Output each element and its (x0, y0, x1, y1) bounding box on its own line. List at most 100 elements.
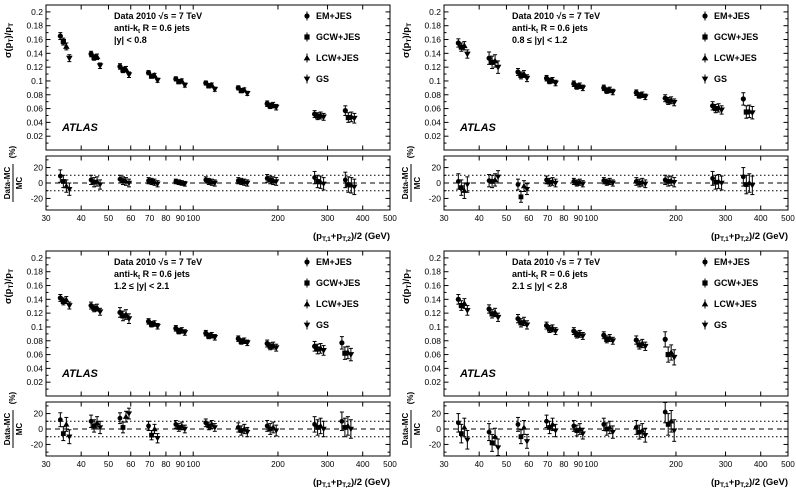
data-marker-square (206, 333, 212, 339)
x-tick-label: 60 (126, 460, 136, 469)
y-tick-label: 0.18 (26, 267, 43, 277)
data-marker-triangle-down (494, 64, 502, 71)
data-marker-circle (486, 429, 492, 435)
atlas-label: ATLAS (61, 368, 99, 380)
data-marker-triangle-down (243, 340, 251, 347)
y-tick-label: 0.04 (26, 363, 43, 373)
x-axis-title: (pT,1+pT,2)/2 (GeV) (313, 477, 390, 489)
x-tick-label: 70 (145, 460, 155, 469)
ratio-axis-title-denominator: MC (413, 423, 422, 436)
y-axis-title: σ(pT)/pT (3, 23, 15, 58)
y-tick-label: 0.08 (424, 90, 441, 100)
data-marker-triangle-up (63, 43, 70, 49)
data-marker-triangle-up (208, 81, 216, 88)
legend-item-EM+JES: EM+JES (304, 257, 352, 267)
legend-label: GS (714, 74, 727, 84)
data-marker-square (713, 179, 719, 185)
atlas-label: ATLAS (459, 368, 497, 380)
data-marker-triangle-down (272, 104, 280, 111)
data-marker-square (267, 103, 273, 109)
ratio-tick-label: 20 (432, 409, 442, 419)
data-marker-triangle-down (211, 334, 219, 341)
data-marker-square (345, 182, 351, 187)
info-rapidity-bin: 0.8 ≤ |y| < 1.2 (512, 35, 567, 45)
data-marker-square (458, 431, 464, 437)
data-marker-triangle-down (66, 303, 73, 309)
x-tick-label: 200 (271, 214, 285, 223)
data-marker-square (60, 38, 66, 45)
y-tick-label: 0.2 (31, 7, 43, 17)
data-marker-triangle-down (211, 86, 219, 93)
x-axis-title: (pT,1+pT,2)/2 (GeV) (711, 477, 788, 489)
data-marker-triangle-down (523, 322, 531, 329)
atlas-label: ATLAS (61, 122, 99, 134)
data-marker-circle (57, 173, 63, 179)
data-marker-triangle-up (317, 422, 324, 429)
y-tick-label: 0.06 (424, 104, 441, 114)
x-tick-label: 80 (161, 460, 171, 469)
ratio-axis-title-denominator: MC (15, 177, 24, 190)
data-marker-triangle-down (579, 431, 586, 437)
data-marker-square (546, 326, 553, 332)
data-marker-triangle-down (351, 184, 358, 190)
data-marker-square (91, 305, 97, 311)
data-marker-triangle-down (96, 182, 104, 188)
data-marker-triangle-down (670, 354, 678, 361)
data-marker-triangle-up (461, 42, 468, 49)
ratio-axis-title-denominator: MC (15, 423, 24, 436)
data-marker-circle (515, 316, 521, 322)
y-tick-label: 0.06 (424, 350, 441, 360)
legend-item-GCW+JES: GCW+JES (304, 32, 360, 42)
data-marker-triangle-down (181, 181, 188, 187)
ratio-axis-title-unit: (%) (406, 391, 415, 404)
x-tick-label: 300 (719, 460, 733, 469)
x-tick-label: 40 (475, 214, 485, 223)
legend-item-GS: GS (303, 74, 329, 84)
data-marker-triangle-down (523, 75, 531, 82)
data-marker-square (743, 109, 749, 115)
x-tick-label: 80 (559, 214, 569, 223)
data-marker-square (176, 79, 182, 85)
legend-label: LCW+JES (714, 53, 757, 63)
main-frame (443, 250, 789, 397)
legend-label: GS (316, 74, 329, 84)
x-tick-label: 40 (475, 460, 485, 469)
info-jet-algorithm: anti-kt R = 0.6 jets (512, 23, 588, 35)
panel-y-2.1-2.8: 30 40 50 60 70 80 90 100 200 300 400 5000.020.040.0… (401, 250, 795, 489)
data-marker-square (345, 114, 351, 121)
y-tick-label: 0.16 (424, 281, 441, 291)
legend-item-GCW+JES: GCW+JES (702, 278, 758, 288)
legend-item-LCW+JES: LCW+JES (303, 53, 359, 63)
legend-label: GS (316, 320, 329, 330)
data-marker-circle (486, 55, 492, 61)
x-axis-title: (pT,1+pT,2)/2 (GeV) (711, 231, 788, 243)
data-marker-triangle-up (303, 300, 311, 307)
info-dataset-energy: Data 2010 √s = 7 TeV (114, 257, 202, 267)
data-marker-triangle-up (606, 424, 613, 430)
legend-item-LCW+JES: LCW+JES (701, 299, 757, 309)
data-marker-circle (339, 418, 345, 424)
data-marker-square (702, 34, 708, 40)
info-jet-algorithm: anti-kt R = 0.6 jets (114, 269, 190, 281)
data-marker-square (238, 179, 244, 184)
ratio-axis-title-numerator: Data-MC (401, 413, 410, 446)
data-marker-square (518, 194, 524, 200)
data-marker-square (665, 98, 671, 104)
data-marker-square (267, 426, 273, 432)
data-marker-circle (455, 40, 461, 46)
data-marker-triangle-up (491, 57, 499, 64)
data-marker-square (149, 432, 154, 438)
data-marker-triangle-up (151, 72, 158, 78)
data-marker-triangle-down (642, 181, 649, 187)
data-marker-triangle-down (347, 426, 354, 433)
data-marker-square (206, 179, 212, 184)
ratio-tick-label: 20 (34, 163, 44, 173)
data-marker-square (518, 434, 524, 440)
info-jet-algorithm: anti-kt R = 0.6 jets (512, 269, 588, 281)
data-marker-triangle-down (243, 90, 251, 97)
x-tick-label: 400 (754, 214, 768, 223)
data-marker-triangle-up (639, 427, 646, 433)
data-marker-circle (57, 33, 63, 39)
x-tick-label: 90 (574, 460, 584, 469)
